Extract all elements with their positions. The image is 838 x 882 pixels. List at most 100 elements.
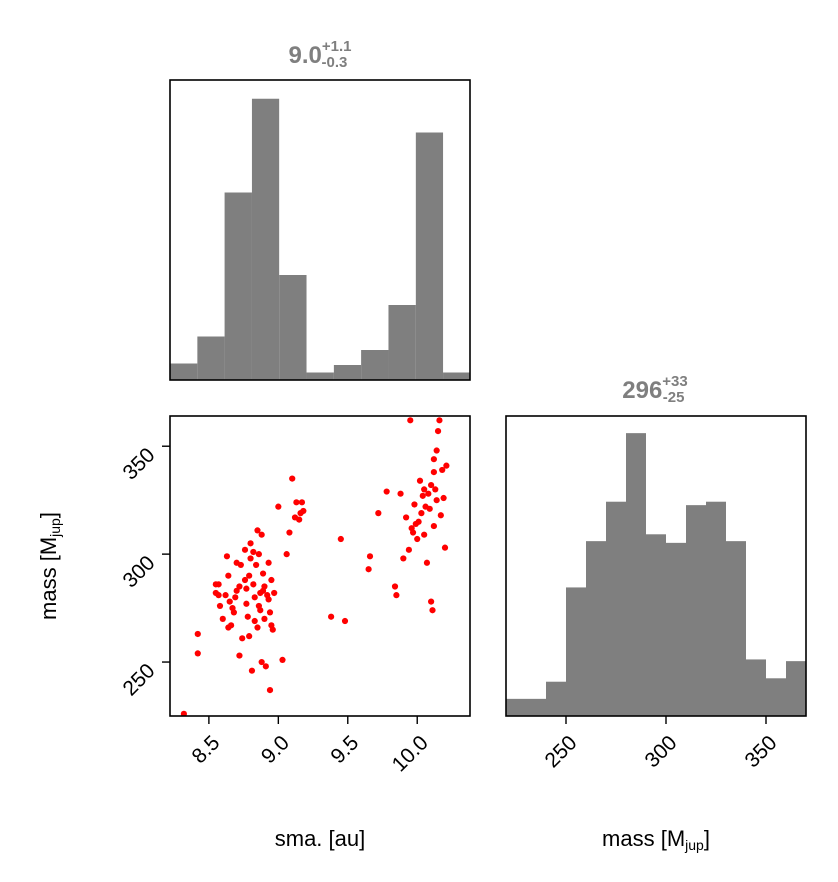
scatter-x-tick-label: 9.5 xyxy=(326,731,363,768)
scatter-point xyxy=(298,499,306,506)
scatter-point xyxy=(250,581,257,588)
scatter-point xyxy=(341,617,349,625)
scatter-point xyxy=(423,559,431,566)
scatter-point xyxy=(430,469,437,476)
scatter-point xyxy=(230,609,237,616)
mass-histogram-x-tick-label: 250 xyxy=(540,731,581,772)
scatter-y-tick-label: 250 xyxy=(118,659,159,700)
sma-histogram-bar xyxy=(279,275,307,380)
sma-title-plus: +1.1 xyxy=(322,38,352,55)
mass-histogram-bar xyxy=(766,678,786,716)
scatter-point xyxy=(246,633,253,640)
scatter-point xyxy=(414,535,421,543)
scatter-point xyxy=(237,561,244,569)
scatter-point xyxy=(419,492,426,499)
scatter-point xyxy=(225,572,232,579)
mass-histogram-x-axis-label: mass [Mjup] xyxy=(602,826,710,853)
scatter-point xyxy=(428,598,435,605)
sma-title-value: 9.0 xyxy=(289,42,322,69)
mass-histogram-bars xyxy=(506,433,806,716)
scatter-y-axis-label: mass [Mjup] xyxy=(36,512,63,620)
scatter-point xyxy=(180,710,187,716)
mass-histogram-x-tick-label: 300 xyxy=(640,731,681,772)
scatter-point xyxy=(254,624,261,631)
mass-histogram-x-ticks: 250 300 350 xyxy=(540,716,782,772)
scatter-point xyxy=(407,417,414,424)
scatter-point xyxy=(430,456,437,463)
scatter-points xyxy=(180,417,450,716)
mass-histogram-bar xyxy=(586,541,606,716)
scatter-point xyxy=(421,486,428,493)
mass-histogram-bar xyxy=(646,534,666,716)
sma-histogram-bar xyxy=(415,132,444,380)
scatter-point xyxy=(194,650,201,657)
scatter-point xyxy=(279,656,286,663)
scatter-point xyxy=(223,553,231,560)
scatter-point xyxy=(232,594,239,601)
panel-sma-histogram: 9.0+1.1 -0.3 xyxy=(169,38,471,381)
scatter-point xyxy=(328,613,335,620)
mass-histogram-bar xyxy=(606,501,626,716)
scatter-point xyxy=(258,658,265,666)
scatter-point xyxy=(271,589,278,597)
scatter-point xyxy=(215,592,222,599)
scatter-point xyxy=(391,583,399,590)
scatter-point xyxy=(366,553,374,560)
mass-histogram-frame xyxy=(505,415,807,717)
sma-histogram-bar xyxy=(224,192,252,380)
mass-x-label-close: ] xyxy=(704,826,710,851)
sma-histogram-bar xyxy=(443,372,470,380)
scatter-point xyxy=(437,512,444,519)
scatter-point xyxy=(247,540,254,547)
scatter-point xyxy=(426,505,433,512)
scatter-point xyxy=(411,501,418,508)
scatter-point xyxy=(400,555,407,562)
scatter-point xyxy=(222,592,229,599)
sma-histogram-bar xyxy=(333,365,362,380)
scatter-point xyxy=(241,576,249,584)
mass-x-label-sub: jup xyxy=(684,837,704,853)
scatter-point xyxy=(440,494,447,502)
mass-histogram-title: 296+33 -25 xyxy=(622,373,688,406)
mass-title-plus: +33 xyxy=(662,373,687,390)
scatter-point xyxy=(432,486,439,493)
scatter-point xyxy=(250,548,257,556)
sma-histogram-bar xyxy=(251,98,280,380)
scatter-point xyxy=(226,598,233,605)
scatter-point xyxy=(403,514,410,521)
sma-histogram-bar xyxy=(388,305,416,380)
scatter-point xyxy=(265,559,272,566)
scatter-point xyxy=(258,531,265,538)
scatter-point xyxy=(286,529,293,536)
mass-histogram-bar xyxy=(746,659,766,716)
scatter-point xyxy=(241,546,249,553)
scatter-point xyxy=(296,516,303,523)
scatter-point xyxy=(269,626,276,633)
scatter-point xyxy=(397,490,404,497)
scatter-point xyxy=(194,630,201,638)
scatter-point xyxy=(259,570,267,577)
scatter-point xyxy=(262,663,269,670)
scatter-y-ticks: 250 300 350 xyxy=(118,443,170,700)
scatter-point xyxy=(416,477,424,484)
mass-title-value: 296 xyxy=(622,377,662,404)
scatter-point xyxy=(283,551,290,558)
scatter-x-tick-label: 10.0 xyxy=(388,731,433,776)
mass-x-label-text: mass [M xyxy=(602,826,685,851)
scatter-point xyxy=(375,510,382,517)
sma-histogram-bar xyxy=(306,372,334,380)
scatter-point xyxy=(337,535,344,543)
scatter-frame xyxy=(169,415,471,717)
scatter-point xyxy=(219,615,226,622)
panel-mass-histogram: 296+33 -25 250 300 350 mass [Mjup] xyxy=(505,373,807,853)
scatter-y-label-close: ] xyxy=(36,512,61,518)
scatter-point xyxy=(393,592,400,599)
scatter-point xyxy=(251,617,258,625)
scatter-point xyxy=(425,490,432,497)
scatter-point xyxy=(433,447,440,454)
scatter-y-label-sub: jup xyxy=(47,518,63,538)
scatter-point xyxy=(261,583,268,590)
scatter-point xyxy=(265,596,272,603)
mass-histogram-bar xyxy=(666,542,686,716)
scatter-point xyxy=(251,594,258,601)
